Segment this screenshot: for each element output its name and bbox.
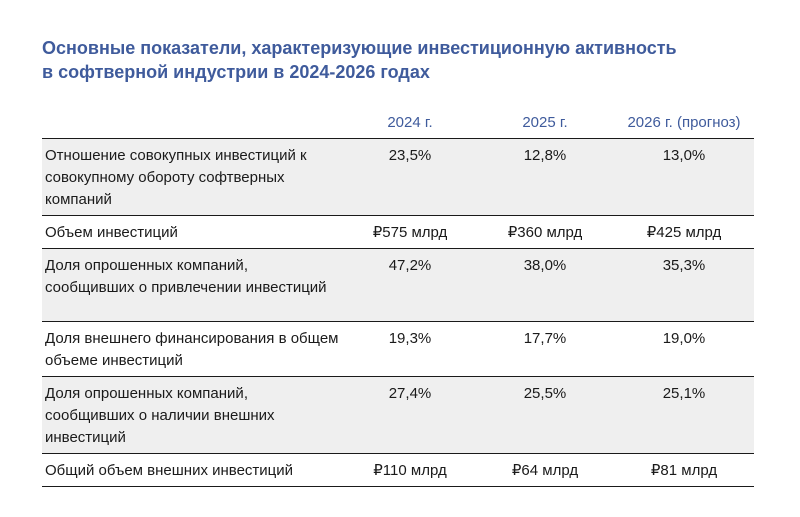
row-label: Отношение совокупных инвестиций к совоку…	[42, 138, 344, 216]
row-label: Доля опрошенных компаний, сообщивших о н…	[42, 376, 344, 454]
header-indicator	[42, 108, 344, 139]
indicators-table: 2024 г. 2025 г. 2026 г. (прогноз) Отноше…	[42, 108, 754, 487]
header-2025: 2025 г.	[476, 108, 614, 139]
cell-2025: 38,0%	[476, 248, 614, 322]
cell-2026: ₽81 млрд	[614, 453, 754, 487]
cell-2024: 27,4%	[344, 376, 476, 454]
title-line-2: в софтверной индустрии в 2024-2026 годах	[42, 62, 430, 82]
cell-2026: 13,0%	[614, 138, 754, 216]
cell-2025: ₽360 млрд	[476, 215, 614, 249]
row-label: Общий объем внешних инвестиций	[42, 453, 344, 487]
cell-2025: 17,7%	[476, 321, 614, 377]
cell-2024: 47,2%	[344, 248, 476, 322]
page-title: Основные показатели, характеризующие инв…	[42, 36, 782, 84]
cell-2024: 19,3%	[344, 321, 476, 377]
row-label: Объем инвестиций	[42, 215, 344, 249]
row-label: Доля опрошенных компаний, сообщивших о п…	[42, 248, 344, 322]
cell-2026: ₽425 млрд	[614, 215, 754, 249]
table-row: Объем инвестиций ₽575 млрд ₽360 млрд ₽42…	[42, 215, 754, 249]
cell-2024: ₽110 млрд	[344, 453, 476, 487]
cell-2024: 23,5%	[344, 138, 476, 216]
cell-2026: 25,1%	[614, 376, 754, 454]
cell-2026: 35,3%	[614, 248, 754, 322]
row-label: Доля внешнего финансирования в общем объ…	[42, 321, 344, 377]
cell-2024: ₽575 млрд	[344, 215, 476, 249]
cell-2025: 25,5%	[476, 376, 614, 454]
table-row: Доля опрошенных компаний, сообщивших о н…	[42, 376, 754, 454]
table-row: Общий объем внешних инвестиций ₽110 млрд…	[42, 453, 754, 487]
table-row: Отношение совокупных инвестиций к совоку…	[42, 138, 754, 216]
header-2024: 2024 г.	[344, 108, 476, 139]
table-row: Доля опрошенных компаний, сообщивших о п…	[42, 248, 754, 322]
table-header-row: 2024 г. 2025 г. 2026 г. (прогноз)	[42, 108, 754, 139]
title-line-1: Основные показатели, характеризующие инв…	[42, 38, 677, 58]
cell-2025: 12,8%	[476, 138, 614, 216]
table-row: Доля внешнего финансирования в общем объ…	[42, 321, 754, 377]
cell-2026: 19,0%	[614, 321, 754, 377]
header-2026-forecast: 2026 г. (прогноз)	[614, 108, 754, 139]
cell-2025: ₽64 млрд	[476, 453, 614, 487]
